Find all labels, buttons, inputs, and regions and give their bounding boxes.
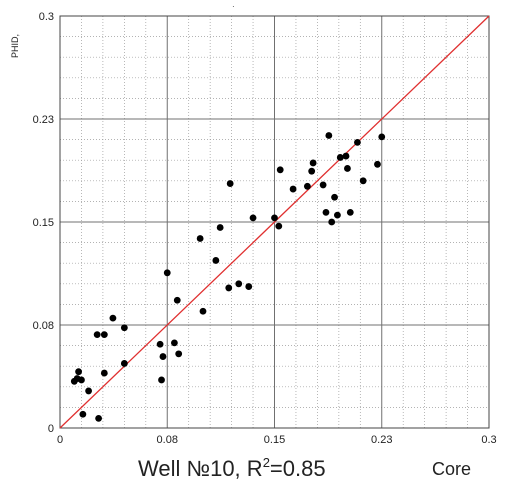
data-point-34 [303,182,311,190]
y-tick-labels: 0 0.08 0.15 0.23 0.3 [33,11,54,435]
data-point-44 [342,152,350,160]
data-point-19 [173,296,181,304]
data-point-18 [171,339,178,347]
x-tick-labels: 0 0.08 0.15 0.23 0.3 [57,434,497,446]
data-point-43 [336,154,344,161]
caption-superscript: 2 [263,455,270,470]
data-point-29 [249,214,257,222]
x-tick-label-1: 0.08 [157,434,178,446]
data-point-11 [109,314,117,322]
data-point-13 [120,360,128,367]
caption-prefix: Well №10, R [138,456,263,481]
data-point-46 [346,208,354,216]
data-point-31 [275,222,283,230]
x-axis-label: Core [432,459,471,479]
data-point-32 [276,166,284,174]
data-point-21 [196,235,204,242]
data-point-9 [100,369,108,377]
data-point-20 [175,350,183,358]
stray-dot: · [232,2,235,11]
reference-line-1to1 [59,15,490,429]
data-point-39 [325,132,333,139]
data-point-7 [93,331,101,339]
chart-caption: Well №10, R2=0.85 [138,455,326,481]
data-point-33 [289,185,297,193]
data-point-28 [245,283,253,290]
data-point-3 [75,368,82,376]
data-point-17 [163,269,171,277]
x-tick-label-3: 0.23 [371,434,392,446]
minor-grid [60,16,489,428]
data-point-16 [159,353,167,360]
data-point-25 [225,284,233,292]
y-tick-label-4: 0.3 [39,11,54,23]
data-point-10 [100,331,108,339]
x-tick-label-0: 0 [57,434,63,446]
data-point-24 [216,224,224,231]
x-tick-label-2: 0.15 [264,434,285,446]
data-point-6 [85,387,92,395]
data-point-15 [158,376,165,384]
data-point-38 [322,208,330,216]
data-point-36 [309,159,317,167]
x-tick-label-4: 0.3 [481,434,496,446]
data-points [70,132,386,422]
y-tick-label-2: 0.15 [33,217,54,229]
data-point-12 [120,324,128,332]
data-point-42 [334,211,341,219]
data-point-26 [226,180,234,187]
data-point-14 [156,340,164,348]
y-axis-label: PHID, [10,34,20,58]
data-point-35 [308,167,316,175]
data-point-37 [319,181,327,189]
data-point-22 [199,307,207,315]
data-point-50 [378,133,386,141]
data-point-41 [331,193,338,201]
plot-frame [59,15,490,429]
y-tick-label-3: 0.23 [33,114,54,126]
y-tick-label-1: 0.08 [33,320,54,332]
data-point-27 [235,280,243,288]
data-point-48 [359,177,367,185]
data-point-4 [78,376,85,384]
data-point-49 [374,160,381,168]
y-tick-label-0: 0 [48,423,54,435]
caption-suffix: =0.85 [270,456,326,481]
data-point-23 [212,257,220,264]
data-point-47 [354,138,361,146]
data-point-5 [79,410,87,418]
data-point-45 [344,165,351,172]
data-point-30 [271,214,278,222]
data-point-40 [328,218,336,226]
data-point-8 [95,414,103,422]
